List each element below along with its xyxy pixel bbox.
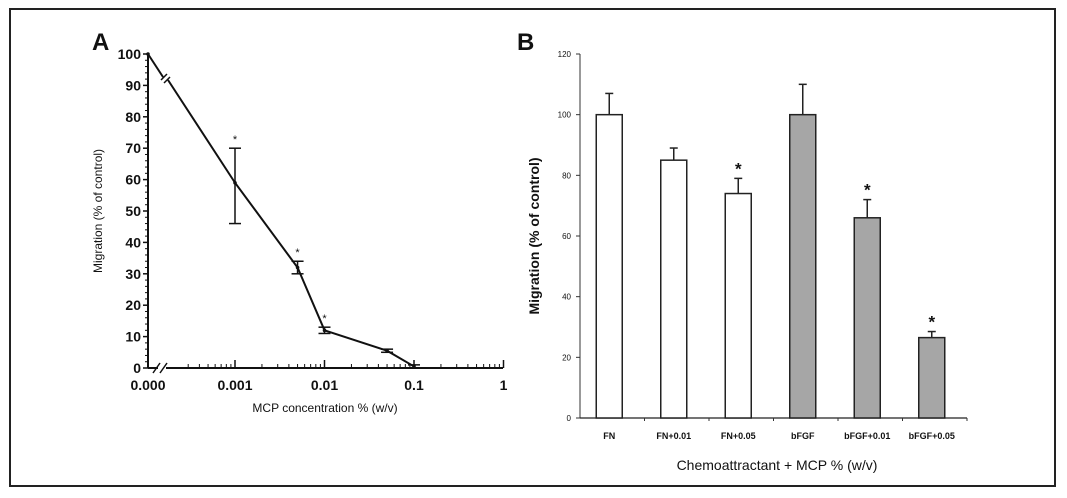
b-significance-marker: *: [928, 313, 935, 332]
a-x-tick-label: 0.001: [217, 377, 252, 393]
b-y-tick-label: 0: [567, 414, 572, 423]
a-y-tick-label: 70: [125, 140, 141, 156]
b-bar: [724, 192, 752, 419]
b-y-tick-label: 60: [562, 232, 571, 241]
b-y-tick-label: 20: [562, 353, 571, 362]
a-data-point: [146, 52, 150, 56]
b-x-tick-label: bFGF+0.01: [844, 431, 890, 441]
b-x-tick-label: FN+0.05: [721, 431, 756, 441]
a-y-axis-title: Migration (% of control): [91, 149, 105, 273]
a-x-tick-label: 0.1: [404, 377, 424, 393]
b-bar: [789, 113, 817, 419]
b-x-tick-label: FN+0.01: [656, 431, 691, 441]
a-data-point: [233, 180, 237, 185]
b-x-tick-label: bFGF: [791, 431, 815, 441]
a-data-point: [385, 348, 389, 353]
panel-label-b: B: [517, 29, 534, 56]
a-y-tick-label: 60: [125, 172, 141, 188]
a-data-point: [412, 364, 416, 369]
b-bar: [853, 217, 881, 419]
a-x-axis-title: MCP concentration % (w/v): [252, 401, 397, 415]
b-significance-marker: *: [735, 159, 742, 178]
a-significance-marker: *: [322, 313, 327, 325]
a-y-tick-label: 80: [125, 109, 141, 125]
a-line-break: [160, 73, 171, 84]
a-significance-marker: *: [295, 247, 300, 259]
a-data-point: [295, 265, 300, 270]
a-y-tick-label: 30: [125, 266, 141, 282]
a-y-tick-label: 100: [118, 46, 142, 62]
a-x-tick-label: 0.000: [130, 377, 165, 393]
a-y-tick-label: 90: [125, 77, 141, 93]
a-x-axis-break: [152, 362, 168, 374]
a-y-tick-label: 40: [125, 234, 141, 250]
a-series-line: [147, 53, 415, 368]
a-x-tick-label: 0.01: [311, 377, 338, 393]
a-x-tick-label: 1: [500, 377, 508, 393]
b-bar: [660, 159, 688, 419]
a-y-tick-label: 0: [133, 360, 141, 376]
a-data-point: [322, 328, 327, 333]
b-x-tick-label: FN: [603, 431, 615, 441]
figure-border: [9, 8, 1056, 487]
b-bar: [595, 113, 623, 419]
a-y-tick-label: 10: [125, 329, 141, 345]
b-y-tick-label: 100: [558, 111, 572, 120]
b-bar: [918, 336, 946, 419]
a-significance-marker: *: [233, 134, 238, 146]
a-y-tick-label: 50: [125, 203, 141, 219]
b-y-tick-label: 120: [558, 50, 572, 59]
b-y-axis-title: Migration (% of control): [526, 157, 542, 314]
b-y-tick-label: 80: [562, 171, 571, 180]
b-x-tick-label: bFGF+0.05: [909, 431, 955, 441]
b-x-axis-title: Chemoattractant + MCP % (w/v): [677, 457, 878, 473]
panel-label-a: A: [92, 29, 109, 56]
a-y-tick-label: 20: [125, 297, 141, 313]
b-y-tick-label: 40: [562, 293, 571, 302]
b-significance-marker: *: [864, 181, 871, 200]
